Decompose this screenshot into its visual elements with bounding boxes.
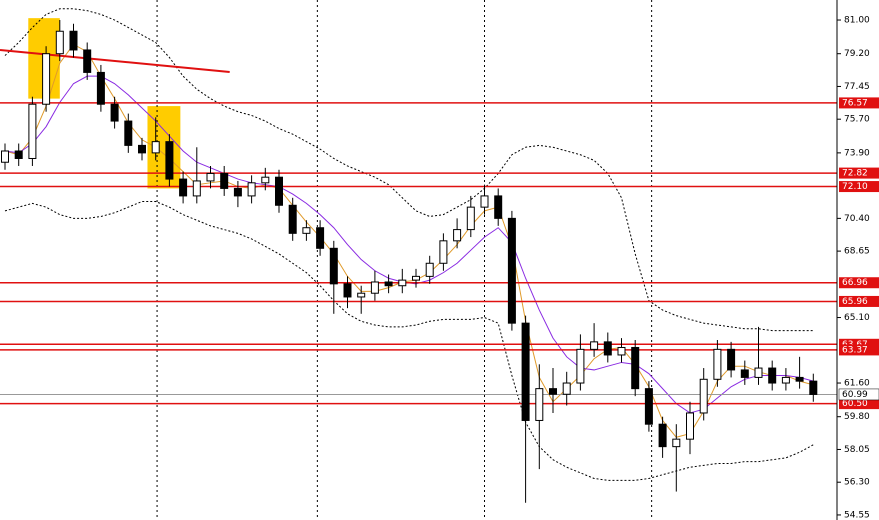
candle-body [713,348,722,380]
candle-body [165,141,174,180]
candle-body [453,229,462,242]
candle-body [28,103,37,159]
candle-body [179,178,188,197]
candle-body [562,382,571,395]
candle-body [809,380,818,395]
candle-body [439,240,448,264]
y-tick-label: 79.20 [844,49,870,59]
candle-body [425,262,434,277]
candle-body [631,346,640,390]
candle-body [206,172,215,182]
level-label: 63.37 [842,345,868,355]
candle-body [329,247,338,285]
candle-body [795,376,804,382]
candle-body [699,378,708,414]
level-label: 72.10 [842,182,868,192]
candle-body [398,279,407,287]
candle-body [480,195,489,208]
candle-body [14,150,23,159]
last-price-box [838,388,879,401]
axis-panel [837,0,879,520]
level-label-box [839,181,879,193]
candle-body [343,283,352,298]
candle-body [192,180,201,197]
candle-body [768,367,777,384]
trendline [0,48,230,74]
candle-body [507,217,516,324]
y-tick-label: 54.55 [844,510,870,520]
candle-body [727,348,736,371]
candle-body [754,367,763,378]
level-label-box [839,338,879,350]
candle-body [686,412,694,440]
candle-body [69,30,78,51]
level-label: 60.50 [842,399,868,409]
candle-body [617,346,626,356]
candle-body [370,281,379,294]
candle-body [357,292,366,298]
candle-body [672,438,681,448]
candle-body [644,388,653,425]
candle-body [590,341,599,350]
y-tick-label: 61.60 [844,379,870,389]
candle-body [42,53,51,105]
level-label: 66.96 [842,278,868,288]
y-tick-label: 65.10 [844,313,870,323]
candle-body [55,30,64,55]
candle-body [261,176,270,184]
candle-body [549,388,557,395]
candle-body [275,176,283,206]
candle-body [302,227,311,234]
candle-body [521,322,530,421]
y-tick-label: 75.70 [844,115,870,125]
level-label-box [839,295,879,307]
level-label-box [839,97,879,109]
y-tick-label: 77.45 [844,82,870,92]
y-tick-label: 56.30 [844,478,870,488]
candle-body [494,195,503,219]
level-label-box [839,277,879,289]
candle-body [535,388,544,421]
candle-body [781,376,790,384]
level-label-box [839,398,879,410]
last-price-label: 60.99 [842,390,868,400]
indicator-line [4,43,814,438]
indicator-line [4,201,814,481]
candle-body [247,182,256,197]
y-tick-label: 81.00 [844,16,870,26]
level-label: 65.96 [842,297,868,307]
y-tick-label: 70.40 [844,214,870,224]
candle-body [658,423,667,448]
candle-body [740,369,749,378]
candle-body [138,144,146,154]
candle-body [316,227,325,249]
candle-body [1,150,9,163]
y-tick-label: 58.05 [844,445,870,455]
y-tick-label: 59.80 [844,412,870,422]
candle-body [220,172,229,189]
candle-body [576,348,585,384]
candle-body [603,341,612,356]
candle-body [412,275,420,281]
candle-body [124,120,133,146]
level-label-box [839,167,879,179]
candle-body [233,187,242,197]
candle-body [83,49,92,73]
candle-body [110,103,119,122]
candle-body [384,281,393,287]
level-label-box [839,344,879,356]
y-tick-label: 73.90 [844,148,870,158]
candle-body [96,71,105,105]
candle-body [151,141,160,154]
candle-body [288,204,297,234]
y-tick-label: 68.65 [844,247,870,257]
level-label: 72.82 [842,169,868,179]
candle-body [466,206,475,231]
level-label: 76.57 [842,98,868,108]
